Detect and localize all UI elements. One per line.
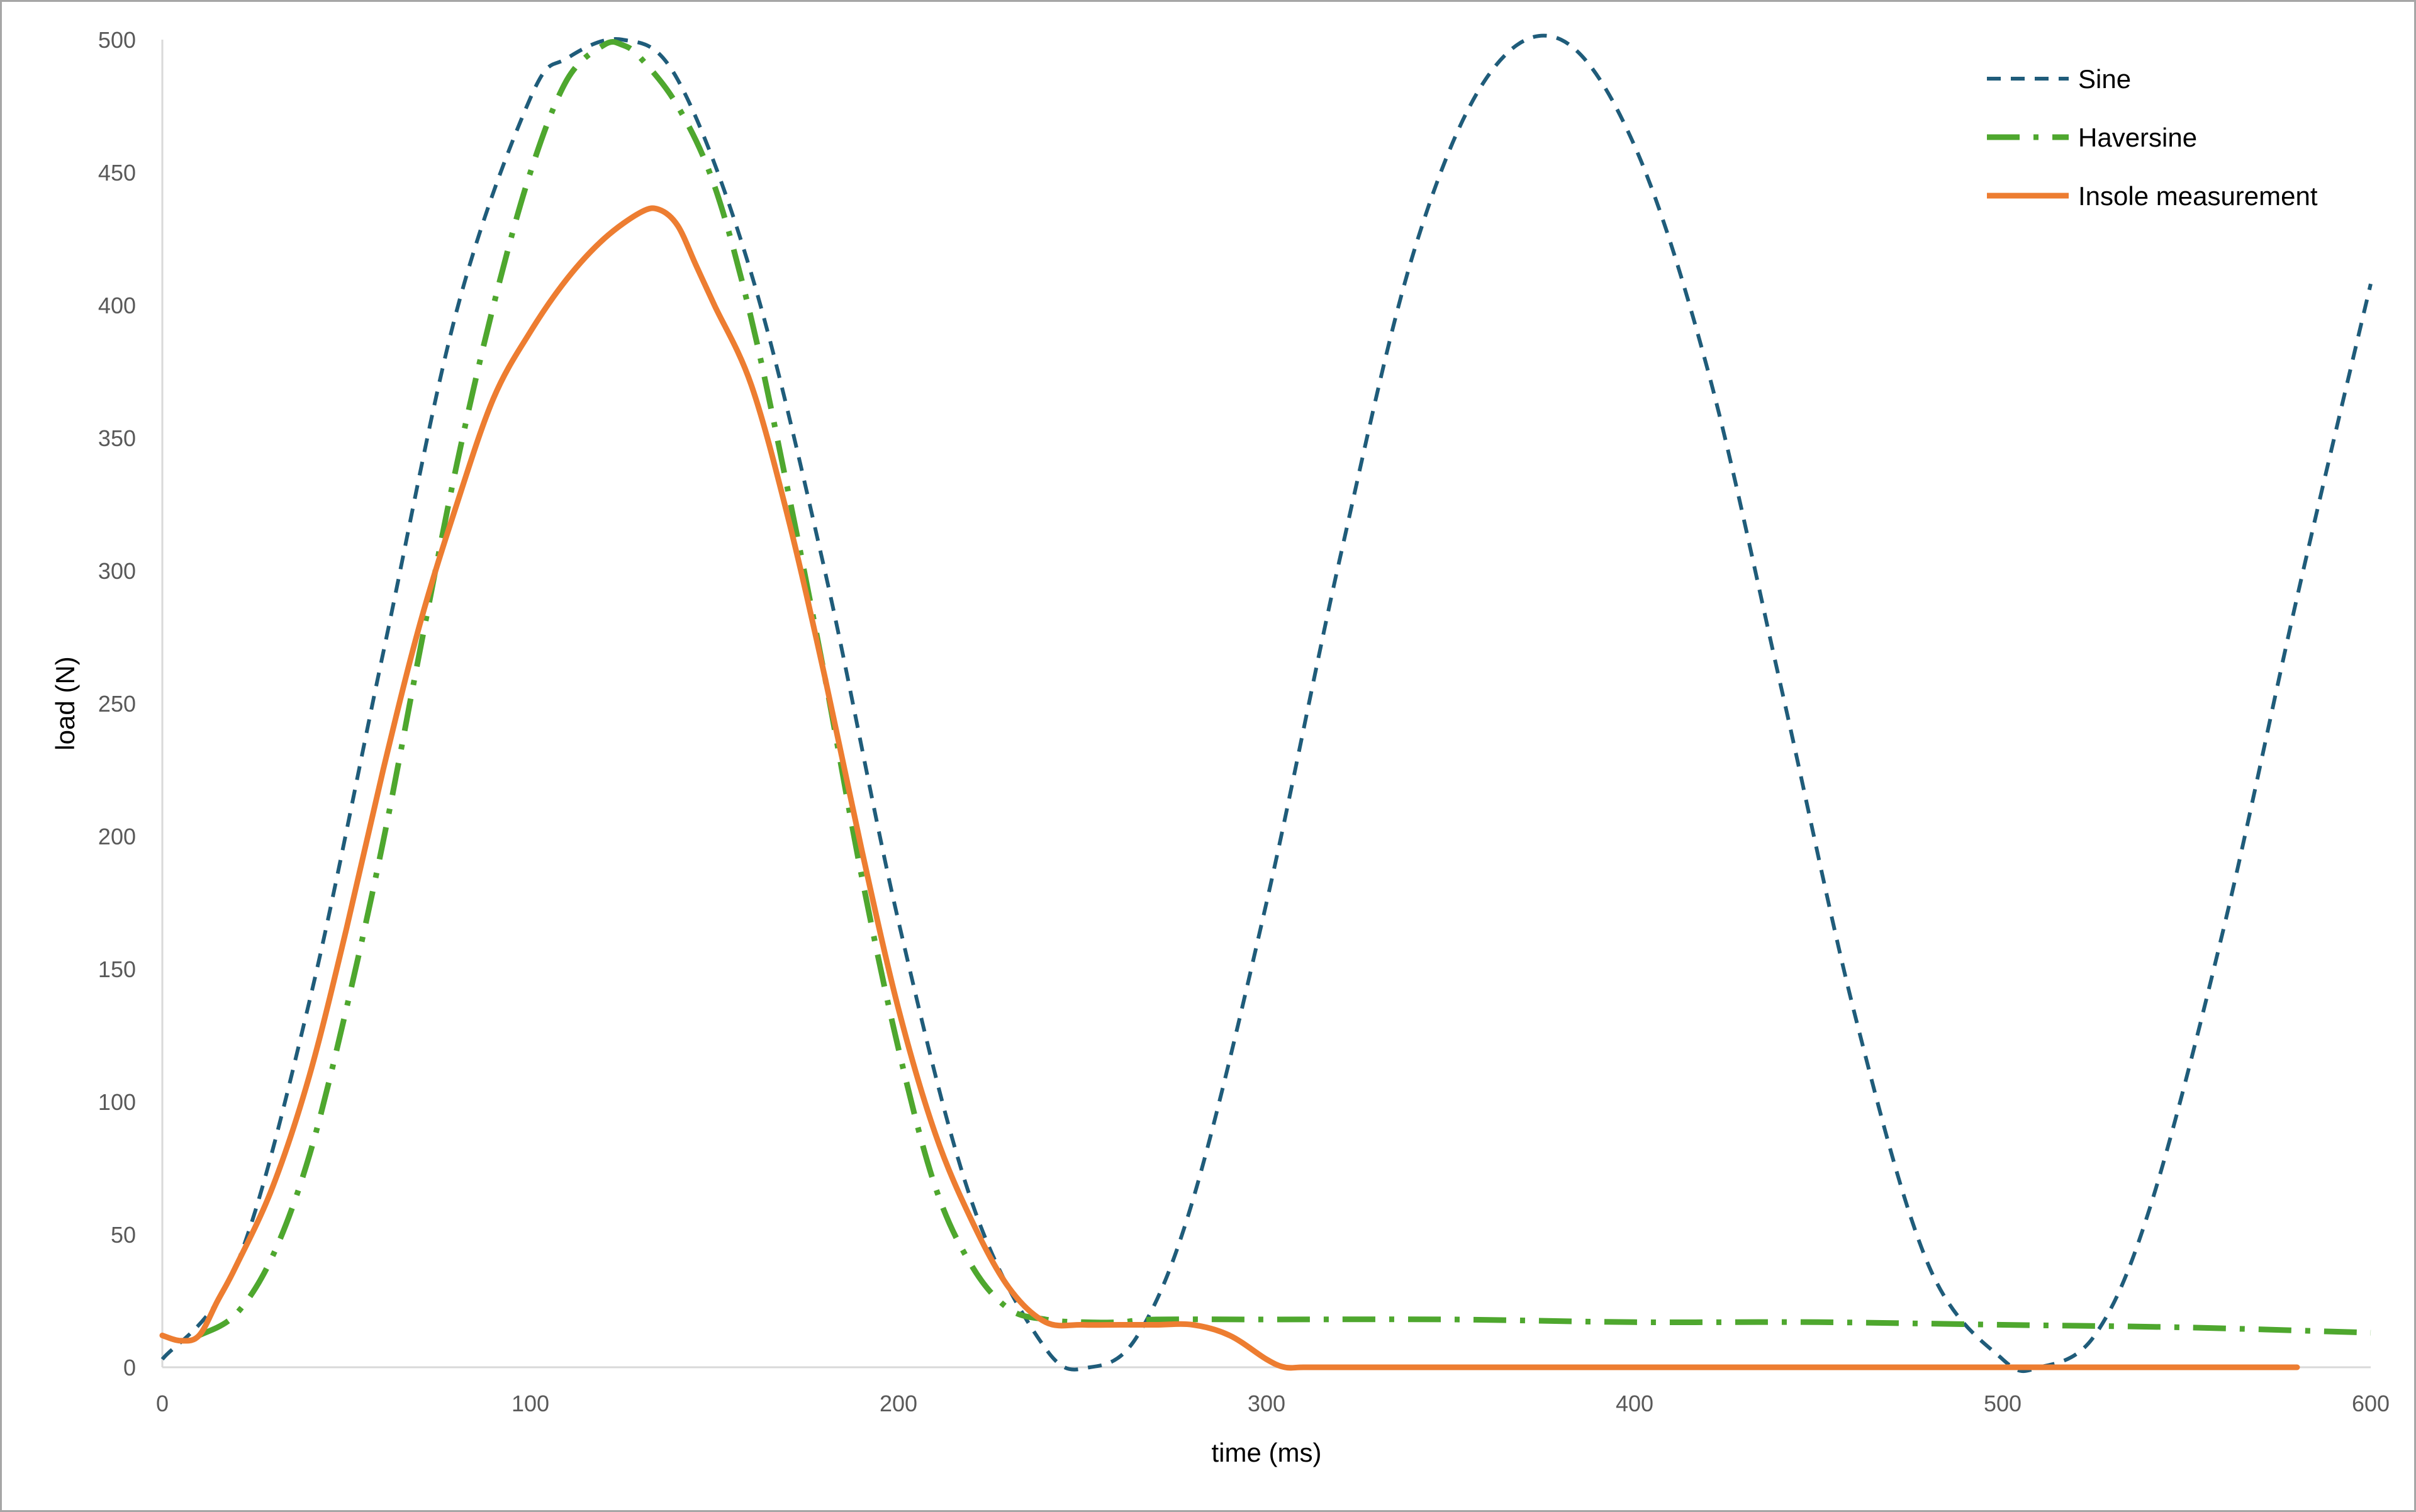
series-lines: [159, 33, 2373, 1374]
series-line-insole-measurement: [159, 205, 2300, 1371]
axes: [161, 40, 2371, 1369]
y-tick-label: 250: [98, 691, 136, 717]
series-line-sine: [160, 33, 2373, 1374]
x-tick-label: 400: [1616, 1391, 1653, 1416]
y-tick-label: 50: [111, 1222, 136, 1248]
x-axis-title: time (ms): [1212, 1438, 1322, 1467]
y-tick-labels: 0 50 100 150 200 250 300 350 400 450 500: [98, 27, 136, 1380]
legend-label: Haversine: [2078, 123, 2197, 152]
x-tick-labels: 0 100 200 300 400 500 600: [156, 1391, 2390, 1416]
x-tick-label: 200: [880, 1391, 917, 1416]
y-axis-title: load (N): [50, 656, 80, 750]
y-tick-label: 500: [98, 27, 136, 53]
y-tick-label: 0: [123, 1355, 136, 1380]
y-tick-label: 100: [98, 1089, 136, 1115]
y-tick-label: 300: [98, 558, 136, 584]
y-tick-label: 350: [98, 425, 136, 451]
legend-label: Sine: [2078, 64, 2131, 94]
y-tick-label: 200: [98, 824, 136, 849]
y-tick-label: 400: [98, 293, 136, 318]
x-tick-label: 0: [156, 1391, 169, 1416]
y-tick-label: 150: [98, 956, 136, 982]
legend: Sine Haversine Insole measurement: [1987, 64, 2318, 211]
series-line-haversine: [198, 38, 2371, 1338]
x-tick-label: 600: [2352, 1391, 2390, 1416]
y-tick-label: 450: [98, 160, 136, 186]
x-tick-label: 100: [512, 1391, 549, 1416]
x-tick-label: 300: [1248, 1391, 1285, 1416]
x-tick-label: 500: [1984, 1391, 2022, 1416]
legend-label: Insole measurement: [2078, 181, 2318, 211]
